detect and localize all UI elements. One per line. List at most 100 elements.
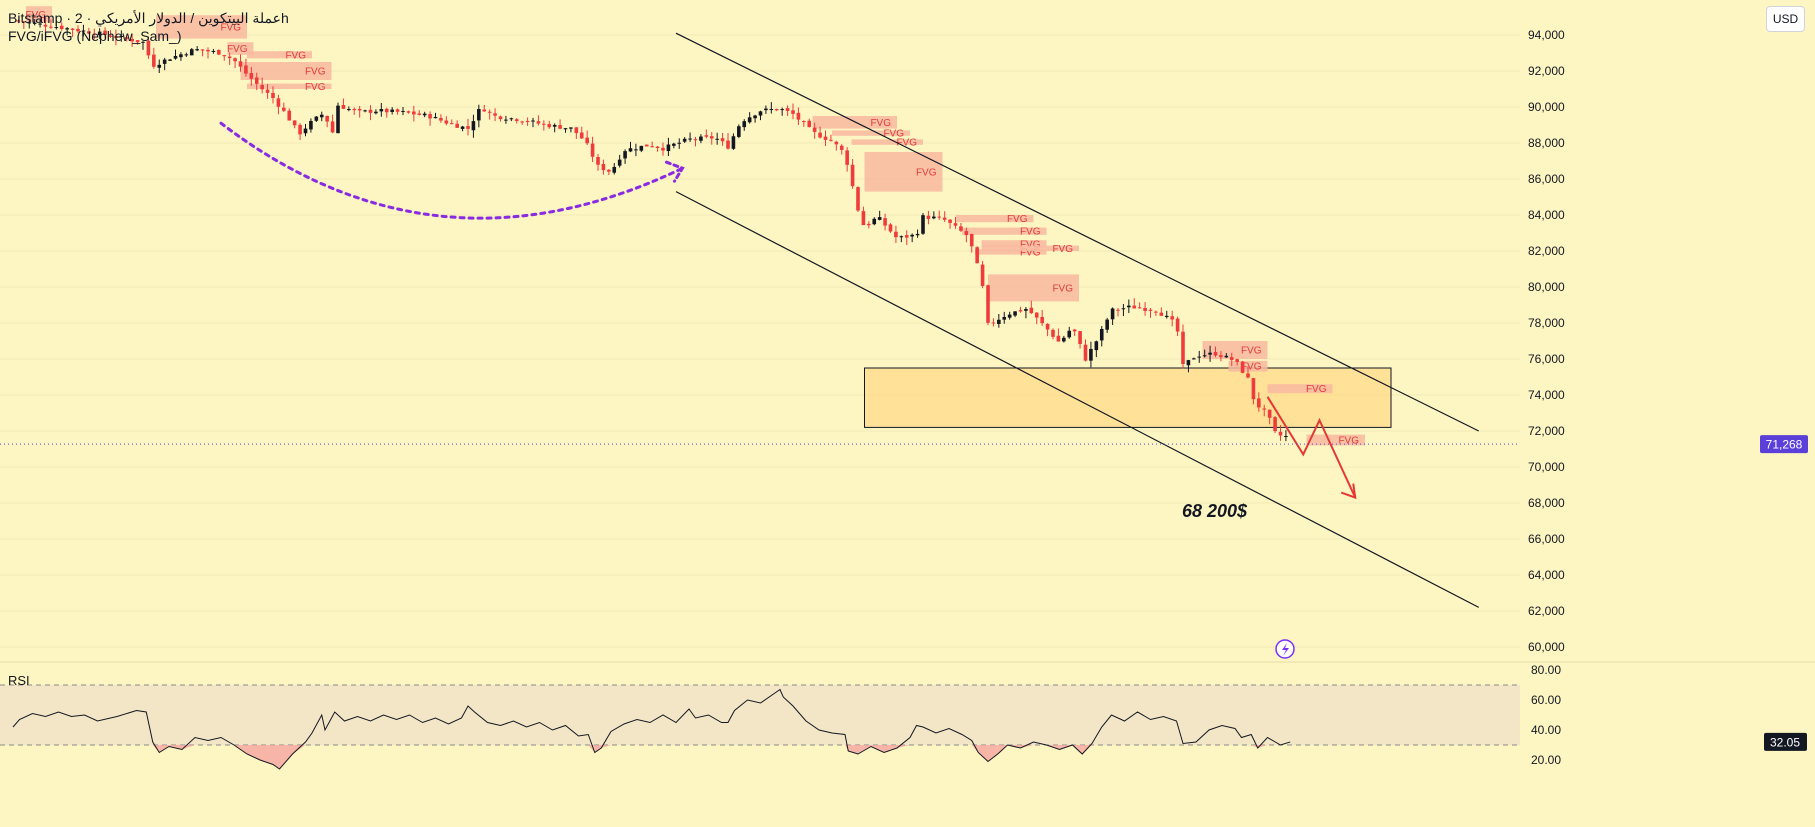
rsi-oversold-fill <box>601 745 611 748</box>
candle-body <box>867 223 871 226</box>
fvg-zone <box>832 130 910 136</box>
current-price-badge <box>1760 435 1808 454</box>
candle-body <box>791 110 795 114</box>
rsi-oversold-fill <box>247 745 260 760</box>
candle-body <box>217 49 221 55</box>
candle-body <box>525 120 530 123</box>
candle-body <box>845 150 849 165</box>
candle-body <box>211 50 216 52</box>
supply-demand-zone <box>864 367 1392 428</box>
candle-body <box>1251 378 1256 400</box>
candle-body <box>807 120 812 128</box>
candle-body <box>693 139 698 141</box>
candle-body <box>1007 314 1012 318</box>
candle-body <box>991 322 996 324</box>
candle-body <box>1192 358 1196 360</box>
candle-body <box>357 108 362 111</box>
candle-body <box>265 89 270 93</box>
candle-body <box>1110 308 1115 320</box>
candle-body <box>292 120 297 126</box>
price-axis-tick: 94,000 <box>1528 28 1565 42</box>
rsi-axis-tick: 60.00 <box>1531 693 1561 707</box>
candle-body <box>227 56 232 59</box>
candle-body <box>742 121 747 128</box>
candle-body <box>1018 310 1023 312</box>
candle-body <box>932 216 936 219</box>
candle-body <box>737 126 741 137</box>
candle-body <box>157 64 162 68</box>
candle-body <box>379 109 384 112</box>
candle-body <box>1208 352 1212 355</box>
candle-body <box>76 28 80 32</box>
rsi-oversold-fill <box>260 745 273 765</box>
candle-body <box>70 28 75 30</box>
candle-body <box>152 54 156 67</box>
value-badges: 71,268 32.05 <box>0 435 1808 751</box>
candle-body <box>141 41 145 43</box>
candle-body <box>774 109 779 111</box>
candle-body <box>1154 311 1158 313</box>
candle-body <box>168 59 172 61</box>
fvg-zone <box>851 139 923 145</box>
candle-body <box>206 49 210 52</box>
candle-body <box>623 151 627 159</box>
candle-body <box>921 215 925 234</box>
fvg-label: FVG <box>1020 247 1041 258</box>
candle-body <box>753 115 757 119</box>
rsi-oversold-fill <box>971 745 979 753</box>
fvg-zone <box>981 245 1079 251</box>
candle-body <box>1235 359 1239 362</box>
candle-body <box>1062 337 1066 342</box>
rsi-axis-tick: 40.00 <box>1531 723 1561 737</box>
candle-body <box>980 264 985 286</box>
channel-lower-line <box>675 191 1480 608</box>
candle-body <box>888 224 893 232</box>
candle-body <box>108 35 113 37</box>
fvg-zone <box>156 15 247 39</box>
candle-body <box>119 35 124 37</box>
price-axis-tick: 92,000 <box>1528 64 1565 78</box>
fvg-label: FVG <box>916 167 937 178</box>
fvg-label: FVG <box>1241 346 1262 357</box>
candle-body <box>796 112 801 120</box>
candle-body <box>336 105 340 134</box>
candle-body <box>509 118 514 120</box>
candle-body <box>607 169 611 172</box>
price-axis-tick: 72,000 <box>1528 424 1565 438</box>
candle-body <box>1273 417 1277 432</box>
fvg-zone <box>988 274 1079 302</box>
rsi-title: RSI <box>8 673 30 688</box>
currency-button[interactable]: USD <box>1766 6 1805 32</box>
rsi-axis-tick: 80.00 <box>1531 663 1561 677</box>
candle-body <box>1197 356 1202 358</box>
candle-body <box>103 30 107 35</box>
candle-body <box>639 145 644 151</box>
rsi-line <box>12 688 1291 770</box>
price-axis-tick: 74,000 <box>1528 388 1565 402</box>
candle-body <box>975 247 979 264</box>
candle-body <box>942 217 947 220</box>
candle-body <box>514 119 519 122</box>
rsi-oversold-fill <box>988 745 998 762</box>
candle-body <box>1105 319 1109 330</box>
rsi-oversold-fill <box>594 745 602 753</box>
candle-body <box>997 319 1001 324</box>
candle-body <box>937 216 942 218</box>
candle-body <box>1034 312 1039 318</box>
candle-body <box>964 231 969 236</box>
candle-body <box>596 157 600 165</box>
candle-body <box>314 116 319 121</box>
descending-channel <box>675 32 1480 608</box>
candle-body <box>200 49 205 51</box>
candle-body <box>238 61 243 67</box>
candle-body <box>130 39 134 42</box>
candle-body <box>1029 307 1034 314</box>
candle-body <box>124 37 129 39</box>
candle-body <box>422 113 427 116</box>
fvg-zone <box>955 215 1034 223</box>
candle-body <box>1132 305 1137 309</box>
candle-body <box>661 147 665 151</box>
candle-body <box>179 54 183 58</box>
